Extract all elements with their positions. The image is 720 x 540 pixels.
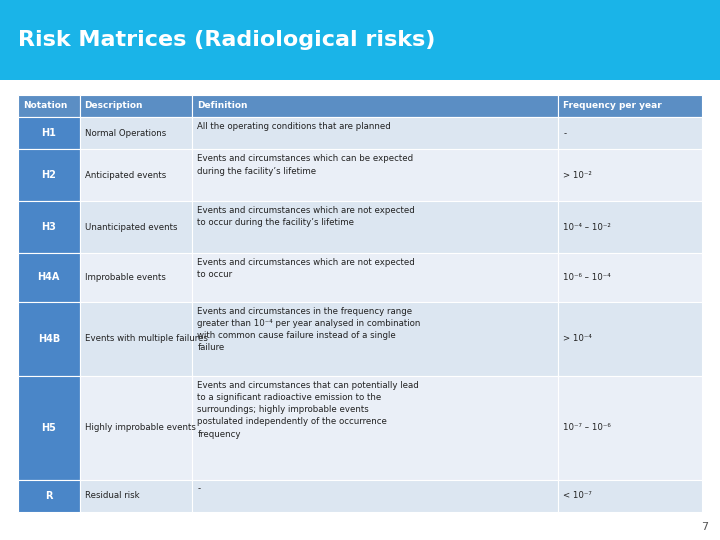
Text: Notation: Notation — [23, 102, 68, 111]
Text: Definition: Definition — [197, 102, 248, 111]
Bar — [0, 0, 720, 80]
Bar — [192, 150, 559, 201]
Text: 10⁻⁴ – 10⁻²: 10⁻⁴ – 10⁻² — [563, 222, 611, 232]
Bar — [192, 376, 559, 480]
Bar — [79, 376, 192, 480]
Text: Residual risk: Residual risk — [84, 491, 139, 501]
Bar — [18, 150, 79, 201]
Bar — [79, 480, 192, 512]
Bar — [79, 150, 192, 201]
Text: > 10⁻²: > 10⁻² — [563, 171, 593, 180]
Text: Highly improbable events: Highly improbable events — [84, 423, 195, 433]
Text: 7: 7 — [701, 522, 708, 532]
Text: Events with multiple failures: Events with multiple failures — [84, 334, 207, 343]
Bar — [192, 95, 559, 117]
Text: H3: H3 — [41, 222, 56, 232]
Bar — [79, 201, 192, 253]
Bar — [192, 201, 559, 253]
Bar — [559, 150, 702, 201]
Text: H5: H5 — [41, 423, 56, 433]
Bar — [79, 117, 192, 150]
Text: H4A: H4A — [37, 272, 60, 282]
Text: H4B: H4B — [37, 334, 60, 344]
Text: Unanticipated events: Unanticipated events — [84, 222, 177, 232]
Text: Anticipated events: Anticipated events — [84, 171, 166, 180]
Text: H2: H2 — [41, 170, 56, 180]
Text: Events and circumstances in the frequency range
greater than 10⁻⁴ per year analy: Events and circumstances in the frequenc… — [197, 307, 420, 352]
Bar — [18, 117, 79, 150]
Bar — [559, 201, 702, 253]
Bar — [559, 253, 702, 301]
Bar — [18, 376, 79, 480]
Bar — [18, 201, 79, 253]
Text: 10⁻⁶ – 10⁻⁴: 10⁻⁶ – 10⁻⁴ — [563, 273, 611, 282]
Text: -: - — [563, 129, 567, 138]
Text: -: - — [197, 484, 201, 494]
Bar — [79, 95, 192, 117]
Text: Events and circumstances which are not expected
to occur: Events and circumstances which are not e… — [197, 258, 415, 279]
Text: > 10⁻⁴: > 10⁻⁴ — [563, 334, 593, 343]
Bar — [192, 301, 559, 376]
Bar — [559, 301, 702, 376]
Text: Improbable events: Improbable events — [84, 273, 166, 282]
Bar — [18, 253, 79, 301]
Text: Events and circumstances which can be expected
during the facility’s lifetime: Events and circumstances which can be ex… — [197, 154, 413, 176]
Bar — [192, 253, 559, 301]
Text: All the operating conditions that are planned: All the operating conditions that are pl… — [197, 122, 391, 131]
Bar — [18, 95, 79, 117]
Text: Risk Matrices (Radiological risks): Risk Matrices (Radiological risks) — [18, 30, 436, 50]
Bar — [559, 480, 702, 512]
Bar — [559, 95, 702, 117]
Text: R: R — [45, 491, 53, 501]
Text: Normal Operations: Normal Operations — [84, 129, 166, 138]
Text: 10⁻⁷ – 10⁻⁶: 10⁻⁷ – 10⁻⁶ — [563, 423, 611, 433]
Bar — [192, 480, 559, 512]
Text: Events and circumstances which are not expected
to occur during the facility’s l: Events and circumstances which are not e… — [197, 206, 415, 227]
Bar — [79, 301, 192, 376]
Bar — [79, 253, 192, 301]
Bar — [192, 117, 559, 150]
Text: < 10⁻⁷: < 10⁻⁷ — [563, 491, 593, 501]
Text: H1: H1 — [41, 128, 56, 138]
Text: Frequency per year: Frequency per year — [563, 102, 662, 111]
Text: Description: Description — [84, 102, 143, 111]
Bar — [559, 117, 702, 150]
Bar — [559, 376, 702, 480]
Text: Events and circumstances that can potentially lead
to a significant radioactive : Events and circumstances that can potent… — [197, 381, 419, 438]
Bar — [18, 480, 79, 512]
Bar — [18, 301, 79, 376]
